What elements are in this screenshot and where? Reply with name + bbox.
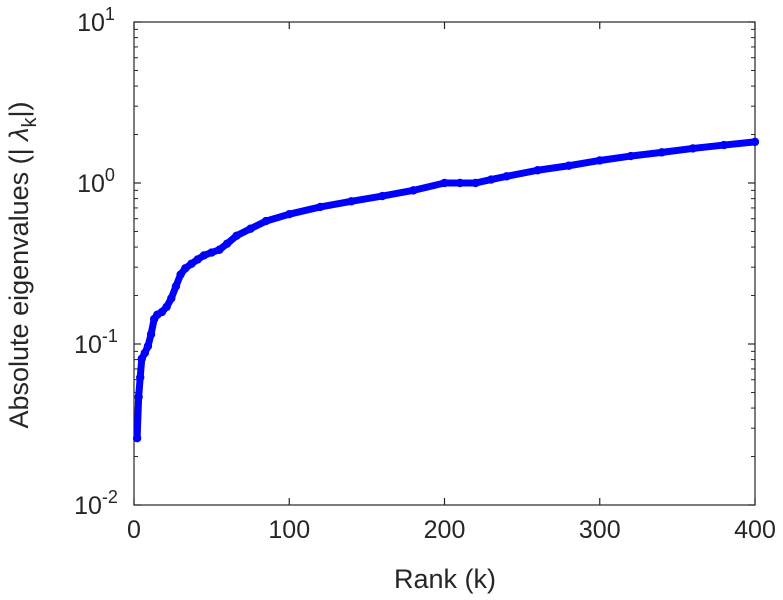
x-tick-label: 100 (268, 516, 310, 544)
x-tick-label: 0 (127, 516, 141, 544)
data-point (471, 178, 480, 188)
data-point (132, 433, 142, 443)
data-point (181, 264, 190, 273)
data-point (409, 186, 418, 195)
data-point (232, 231, 241, 240)
data-point (215, 245, 224, 254)
x-axis-label: Rank (k) (394, 564, 496, 594)
data-point (140, 348, 150, 358)
data-point (146, 330, 156, 339)
axis-ticks: 0 100 200 300 400 10-2 10-1 100 101 (74, 4, 776, 544)
y-axis-label: Absolute eigenvalues (| λk|) (4, 101, 41, 428)
data-point (222, 239, 232, 248)
data-point (347, 197, 356, 206)
data-point (285, 210, 294, 219)
y-tick-label: 10-2 (74, 487, 118, 520)
data-point (502, 172, 511, 181)
x-tick-label: 300 (579, 516, 621, 544)
data-point (455, 178, 465, 188)
data-point (378, 191, 387, 201)
data-point (136, 373, 145, 382)
data-point (143, 341, 153, 351)
data-point (171, 282, 181, 291)
y-tick-label: 10-1 (74, 326, 118, 359)
data-point (134, 392, 143, 401)
y-tick-label: 100 (77, 165, 115, 198)
data-point (657, 148, 667, 157)
y-tick-label: 101 (77, 4, 115, 37)
data-point (440, 178, 449, 188)
data-point (167, 294, 176, 303)
data-point (261, 216, 271, 226)
data-point (316, 202, 325, 212)
data-point (199, 251, 209, 260)
x-tick-label: 400 (734, 516, 776, 544)
data-point (626, 151, 635, 161)
plot-axes (133, 21, 756, 506)
data-point (207, 248, 216, 257)
data-point (486, 175, 496, 184)
plot-box (133, 21, 756, 506)
data-point (688, 144, 698, 153)
data-point (162, 302, 171, 312)
data-point (246, 224, 255, 233)
data-point (176, 270, 185, 279)
data-point (193, 255, 202, 264)
data-point (595, 156, 604, 165)
data-point (187, 259, 196, 268)
data-series (132, 137, 760, 443)
data-point (750, 137, 760, 147)
x-tick-label: 200 (424, 516, 466, 544)
data-point (533, 166, 542, 175)
data-point (719, 140, 729, 150)
data-point (564, 161, 573, 170)
